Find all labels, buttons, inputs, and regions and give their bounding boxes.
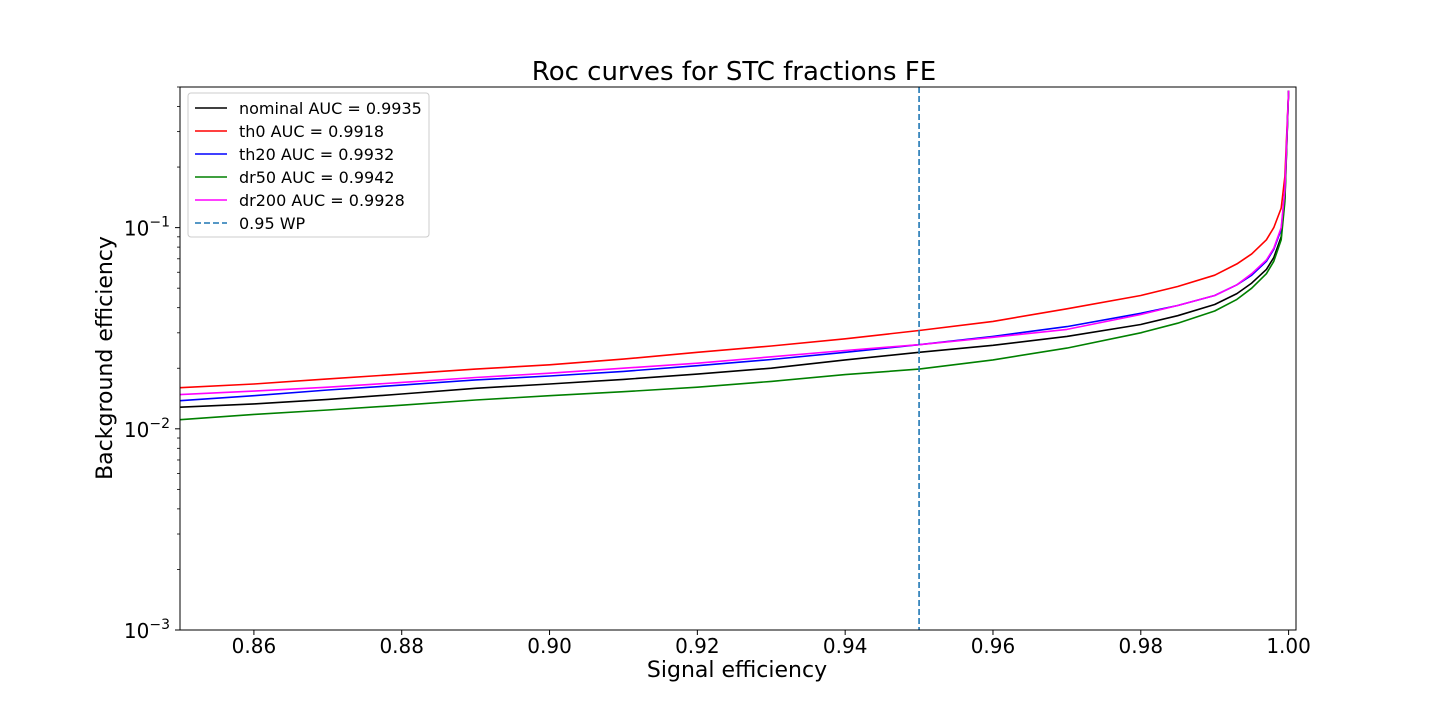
x-tick-label: 0.90 (527, 634, 572, 658)
series-group (180, 87, 1290, 630)
legend-label: th0 AUC = 0.9918 (239, 122, 384, 141)
series-line-dr50 (180, 90, 1290, 421)
x-axis-label: Signal efficiency (647, 658, 827, 683)
axes-ticks: 0.86 0.88 0.90 0.92 0.94 0.96 0.98 1.00 10−3 10−2… (124, 86, 1311, 658)
legend-label: 0.95 WP (239, 214, 306, 233)
series-line-dr200 (180, 90, 1290, 396)
y-tick-label: 10−3 (124, 617, 170, 643)
y-axis-label: Background efficiency (93, 236, 118, 480)
x-tick-label: 0.94 (823, 634, 868, 658)
legend-label: th20 AUC = 0.9932 (239, 145, 394, 164)
chart-title: Roc curves for STC fractions FE (532, 57, 936, 87)
x-tick-label: 1.00 (1266, 634, 1311, 658)
plot-frame (179, 86, 1297, 631)
legend-label: dr200 AUC = 0.9928 (239, 191, 405, 210)
x-tick-label: 0.86 (232, 634, 277, 658)
legend: nominal AUC = 0.9935 th0 AUC = 0.9918 th20… (187, 92, 430, 238)
series-line-th0 (180, 90, 1290, 389)
x-tick-label: 0.96 (971, 634, 1016, 658)
x-tick-label: 0.98 (1119, 634, 1164, 658)
legend-label: dr50 AUC = 0.9942 (239, 168, 395, 187)
x-tick-label: 0.92 (675, 634, 720, 658)
x-tick-label: 0.88 (379, 634, 424, 658)
legend-box (187, 92, 430, 238)
series-line-nominal (180, 90, 1290, 408)
plot-content (180, 87, 1290, 630)
y-tick-label: 10−1 (124, 215, 170, 241)
legend-label: nominal AUC = 0.9935 (239, 99, 422, 118)
y-tick-label: 10−2 (124, 416, 170, 442)
